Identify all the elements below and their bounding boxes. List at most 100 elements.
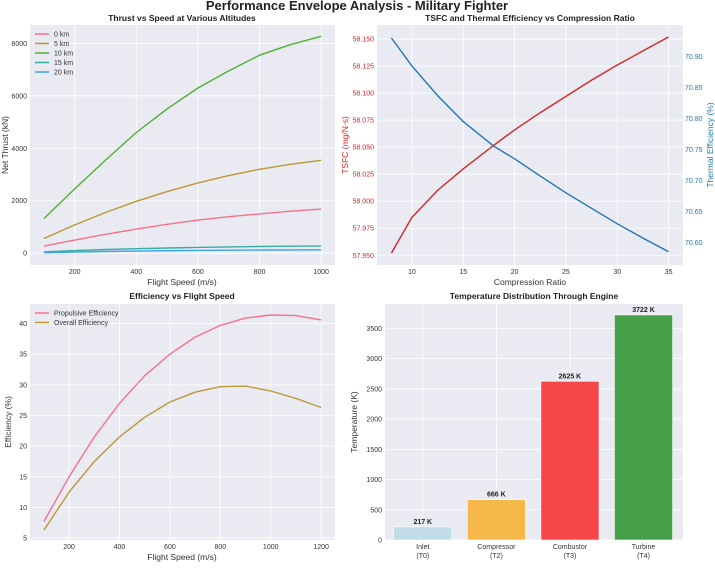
legend-label: 20 km (54, 70, 73, 77)
y-right-tick-label: 70.60 (685, 240, 703, 247)
y-right-tick-label: 70.65 (685, 209, 703, 216)
series-line-propulsive-efficiency (43, 314, 322, 522)
y-tick-label: 3000 (366, 356, 382, 363)
plot-area (377, 25, 683, 265)
y-axis-label: Efficiency (%) (3, 396, 13, 448)
x-tick-label: Compressor (477, 544, 516, 551)
panel-temperature: Temperature Distribution Through Engine … (349, 291, 618, 453)
panel-efficiency: Efficiency vs Flight Speed Flight Speed … (3, 291, 235, 562)
bar-data-label: 217 K (413, 519, 432, 526)
chart-0: 200 400 600 800 1000 0 2000 4000 6000 8000 0 km 5 k… (11, 25, 335, 276)
series-line-left (390, 36, 669, 254)
y-tick-label: 15 (19, 474, 27, 481)
y-tick-label: 6000 (11, 93, 27, 100)
x-tick-label: 800 (214, 544, 226, 551)
y-tick-label: 58.100 (353, 91, 375, 98)
y-right-tick-label: 70.75 (685, 147, 703, 154)
panel-title: Temperature Distribution Through Engine (450, 291, 619, 301)
y-tick-label: 58.125 (353, 64, 375, 71)
figure-title: Performance Envelope Analysis - Military… (206, 0, 508, 13)
series-line-5-km (43, 159, 322, 240)
x-tick-label: 200 (69, 269, 81, 276)
y-tick-label: 1000 (366, 477, 382, 484)
bar-compressor (467, 499, 526, 541)
y-tick-label: 4000 (11, 146, 27, 153)
x-tick-label: Turbine (632, 544, 656, 551)
legend-label: 0 km (54, 32, 69, 39)
x-tick-label: 600 (192, 269, 204, 276)
y-tick-label: 2500 (366, 386, 382, 393)
bar-data-label: 666 K (487, 492, 506, 499)
y-tick-label: 57.950 (353, 253, 375, 260)
y-right-tick-label: 70.85 (685, 85, 703, 92)
series-line-0-km (43, 208, 322, 247)
panel-thrust: Thrust vs Speed at Various Altitudes Fli… (0, 13, 256, 287)
y-right-tick-label: 70.80 (685, 116, 703, 123)
y-right-tick-label: 70.70 (685, 178, 703, 185)
series-line-right (390, 37, 669, 253)
legend-label: 10 km (54, 51, 73, 58)
x-tick-sublabel: (T0) (416, 553, 429, 560)
y-right-tick-label: 70.90 (685, 54, 703, 61)
y-tick-label: 57.975 (353, 226, 375, 233)
y-tick-label: 10 (19, 505, 27, 512)
series-line-20-km (43, 249, 322, 254)
series-line-10-km (43, 35, 322, 220)
y-axis-label: Net Thrust (kN) (0, 116, 10, 174)
y-tick-label: 20 (19, 444, 27, 451)
bar-data-label: 3722 K (632, 307, 655, 314)
bar-turbine (614, 314, 673, 541)
y-tick-label: 58.075 (353, 118, 375, 125)
y-tick-label: 25 (19, 413, 27, 420)
x-tick-label: 15 (459, 269, 467, 276)
x-tick-label: 1000 (263, 544, 279, 551)
plot-area (30, 25, 335, 265)
x-tick-label: 400 (130, 269, 142, 276)
y-tick-label: 35 (19, 352, 27, 359)
y-tick-label: 40 (19, 321, 27, 328)
y-tick-label: 0 (378, 538, 382, 545)
plot-area (30, 304, 335, 540)
series-line-15-km (43, 245, 322, 253)
y-tick-label: 5 (23, 536, 27, 543)
y-tick-label: 58.150 (353, 37, 375, 44)
x-tick-sublabel: (T2) (490, 553, 503, 560)
chart-2: 200 400 600 800 1000 1200 5 10 15 20 25 30 35 40 Propu… (19, 304, 335, 551)
x-tick-label: 1200 (313, 544, 329, 551)
panel-tsfc: TSFC and Thermal Efficiency vs Compressi… (340, 13, 715, 287)
x-tick-label: Inlet (416, 544, 429, 551)
bar-combustor (540, 380, 600, 541)
x-tick-label: 800 (254, 269, 266, 276)
y-axis-label-left: TSFC (mg/N·s) (340, 116, 350, 174)
bar-inlet (393, 526, 453, 541)
panel-title: Efficiency vs Flight Speed (129, 291, 234, 301)
panel-title: Thrust vs Speed at Various Altitudes (108, 13, 256, 23)
x-axis-label: Flight Speed (m/s) (147, 277, 217, 287)
x-tick-sublabel: (T4) (637, 553, 650, 560)
chart-1: 10 15 20 25 30 35 57.950 57.975 58.000 58.025 58.0… (353, 25, 703, 276)
y-tick-label: 58.050 (353, 145, 375, 152)
x-axis-label: Compression Ratio (494, 277, 567, 287)
y-tick-label: 58.025 (353, 172, 375, 179)
y-tick-label: 58.000 (353, 199, 375, 206)
legend-label: Overall Efficiency (54, 320, 108, 327)
y-tick-label: 1500 (366, 447, 382, 454)
y-axis-label: Temperature (K) (349, 391, 359, 453)
y-tick-label: 0 (23, 251, 27, 258)
x-axis-label: Flight Speed (m/s) (147, 552, 217, 562)
y-tick-label: 2000 (11, 198, 27, 205)
x-tick-label: 200 (63, 544, 75, 551)
x-tick-label: 20 (511, 269, 519, 276)
x-tick-label: 1000 (313, 269, 329, 276)
y-axis-label-right: Thermal Efficiency (%) (705, 102, 715, 188)
legend-label: 5 km (54, 41, 69, 48)
x-tick-label: 10 (408, 269, 416, 276)
y-tick-label: 8000 (11, 41, 27, 48)
panel-title: TSFC and Thermal Efficiency vs Compressi… (425, 13, 635, 23)
y-tick-label: 2000 (366, 417, 382, 424)
bar-data-label: 2625 K (559, 373, 582, 380)
x-tick-label: 35 (665, 269, 673, 276)
legend: 0 km 5 km 10 km 15 km 20 km (35, 32, 73, 77)
x-tick-label: 25 (562, 269, 570, 276)
